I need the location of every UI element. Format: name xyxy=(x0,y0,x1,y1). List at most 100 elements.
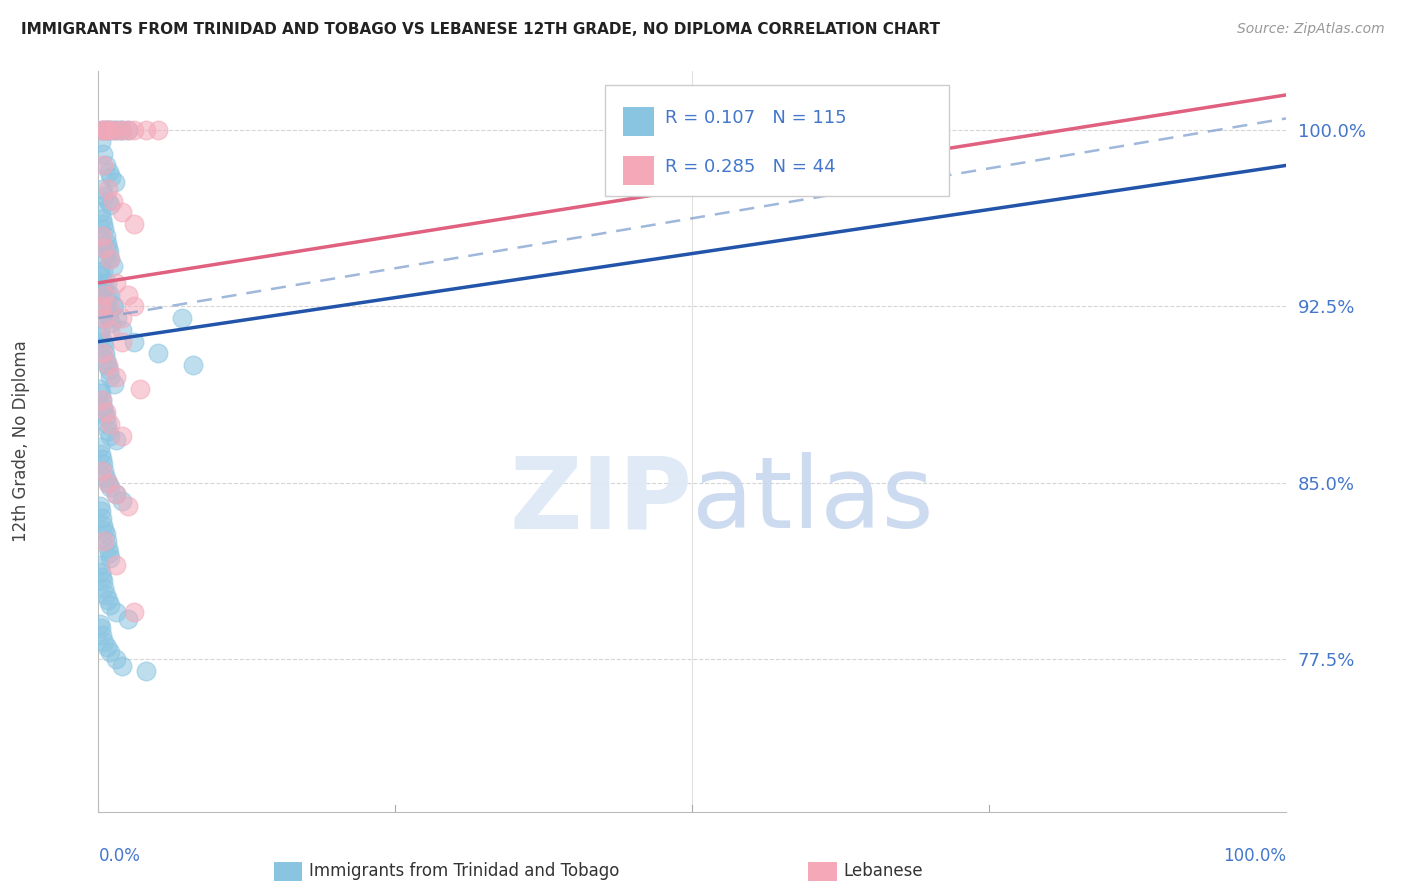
Point xyxy=(98,123,121,137)
Point xyxy=(91,217,114,231)
Point xyxy=(94,589,117,603)
Point xyxy=(90,299,112,313)
Point xyxy=(96,534,118,549)
Point xyxy=(105,370,128,384)
Point xyxy=(91,276,114,290)
Point xyxy=(111,323,134,337)
Point xyxy=(90,565,112,579)
Point xyxy=(93,311,115,326)
Point xyxy=(105,652,128,666)
Point xyxy=(100,316,122,330)
Point xyxy=(122,299,145,313)
Text: IMMIGRANTS FROM TRINIDAD AND TOBAGO VS LEBANESE 12TH GRADE, NO DIPLOMA CORRELATI: IMMIGRANTS FROM TRINIDAD AND TOBAGO VS L… xyxy=(21,22,941,37)
Point xyxy=(105,558,128,572)
Point xyxy=(94,471,117,485)
Point xyxy=(97,424,120,438)
Point xyxy=(111,334,134,349)
Point xyxy=(122,334,145,349)
Point xyxy=(91,182,114,196)
Point xyxy=(93,523,115,537)
Point xyxy=(98,323,121,337)
Point xyxy=(91,346,114,360)
Point xyxy=(105,123,128,137)
Point xyxy=(94,346,117,360)
Point xyxy=(90,330,112,344)
Point xyxy=(91,158,114,172)
Point xyxy=(98,428,121,442)
Point xyxy=(91,401,114,415)
Point xyxy=(111,494,134,508)
Point xyxy=(146,346,169,360)
Point xyxy=(105,123,128,137)
Point xyxy=(122,217,145,231)
Point xyxy=(93,339,115,353)
Point xyxy=(91,628,114,642)
Point xyxy=(97,306,120,320)
Point xyxy=(97,358,120,372)
Point xyxy=(101,194,124,208)
Point xyxy=(98,165,121,179)
Point xyxy=(97,287,120,301)
Point xyxy=(103,299,125,313)
Point xyxy=(96,358,118,372)
Point xyxy=(91,518,114,533)
Point xyxy=(89,616,111,631)
Point xyxy=(98,123,121,137)
Point xyxy=(93,123,115,137)
Point xyxy=(93,276,115,290)
Point xyxy=(96,299,118,313)
Point xyxy=(93,123,115,137)
Text: Source: ZipAtlas.com: Source: ZipAtlas.com xyxy=(1237,22,1385,37)
Point xyxy=(90,205,112,219)
Point xyxy=(96,235,118,250)
Point xyxy=(89,382,111,396)
Point xyxy=(89,499,111,513)
Point xyxy=(98,299,121,313)
Point xyxy=(96,123,118,137)
Point xyxy=(91,123,114,137)
Point xyxy=(91,241,114,255)
Point xyxy=(98,287,121,301)
Point xyxy=(93,287,115,301)
Point xyxy=(91,511,114,525)
Point xyxy=(93,534,115,549)
Point xyxy=(96,276,118,290)
Point xyxy=(101,260,124,274)
Point xyxy=(800,123,823,137)
Point xyxy=(91,464,114,478)
Point xyxy=(96,417,118,431)
Point xyxy=(94,158,117,172)
Point xyxy=(94,527,117,541)
Text: Immigrants from Trinidad and Tobago: Immigrants from Trinidad and Tobago xyxy=(309,863,620,880)
Text: 0.0%: 0.0% xyxy=(98,847,141,865)
Point xyxy=(129,382,152,396)
Point xyxy=(93,405,115,419)
Point xyxy=(94,228,117,243)
Point xyxy=(91,228,114,243)
Point xyxy=(97,363,120,377)
Point xyxy=(117,123,139,137)
Point xyxy=(107,311,129,326)
Point xyxy=(98,198,121,212)
Point xyxy=(135,123,157,137)
Point xyxy=(111,428,134,442)
Point xyxy=(117,499,139,513)
Point xyxy=(97,593,120,607)
Point xyxy=(108,123,131,137)
Point xyxy=(117,612,139,626)
Point xyxy=(98,598,121,612)
Point xyxy=(91,264,114,278)
Point xyxy=(111,659,134,673)
Point xyxy=(90,621,112,635)
Point xyxy=(91,123,114,137)
Point xyxy=(89,558,111,572)
Point xyxy=(94,353,117,368)
Text: R = 0.107   N = 115: R = 0.107 N = 115 xyxy=(665,109,846,127)
Point xyxy=(97,182,120,196)
Point xyxy=(111,311,134,326)
Point xyxy=(90,311,112,326)
Text: atlas: atlas xyxy=(693,452,934,549)
Point xyxy=(135,664,157,678)
Point xyxy=(90,447,112,461)
Point xyxy=(105,487,128,501)
